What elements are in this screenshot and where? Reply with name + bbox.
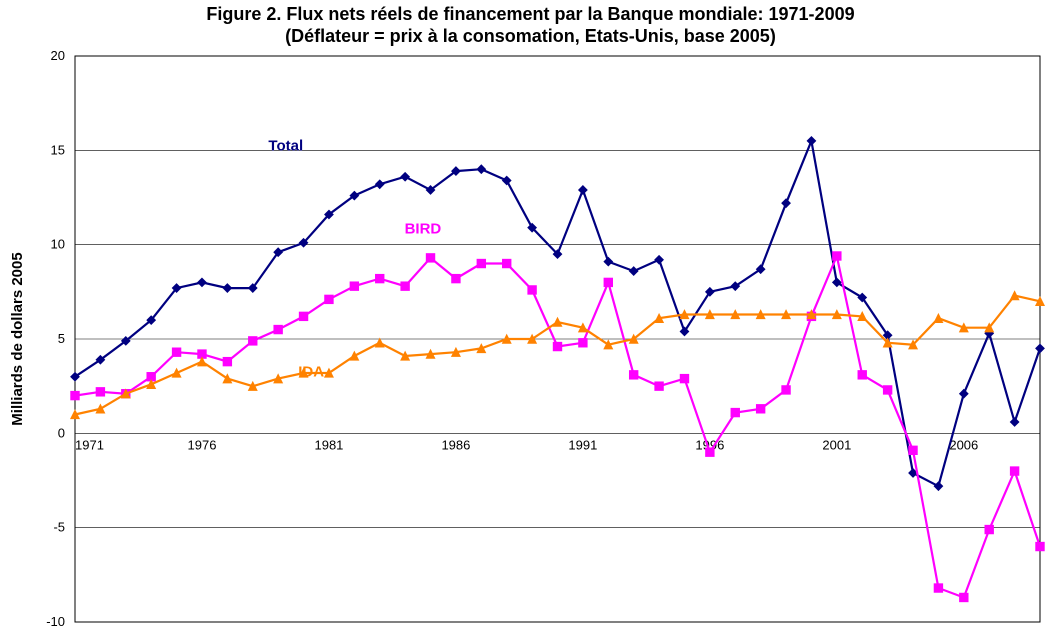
marker-square <box>833 252 841 260</box>
series-label-bird: BIRD <box>405 220 442 237</box>
series-label-total: Total <box>268 137 303 154</box>
x-tick-label: 1986 <box>441 437 470 452</box>
marker-square <box>756 405 764 413</box>
x-tick-label: 2001 <box>822 437 851 452</box>
marker-square <box>1036 542 1044 550</box>
marker-square <box>223 357 231 365</box>
marker-square <box>731 408 739 416</box>
marker-square <box>477 259 485 267</box>
x-tick-label: 1981 <box>314 437 343 452</box>
marker-square <box>985 525 993 533</box>
marker-square <box>604 278 612 286</box>
y-axis-label: Milliards de dollars 2005 <box>9 252 26 425</box>
y-tick-label: -10 <box>46 614 65 629</box>
marker-square <box>96 388 104 396</box>
x-tick-label: 2006 <box>949 437 978 452</box>
marker-square <box>528 286 536 294</box>
marker-square <box>325 295 333 303</box>
marker-square <box>680 374 688 382</box>
marker-square <box>553 342 561 350</box>
marker-square <box>655 382 663 390</box>
marker-square <box>376 274 384 282</box>
marker-square <box>274 325 282 333</box>
marker-square <box>350 282 358 290</box>
x-tick-label: 1976 <box>188 437 217 452</box>
marker-square <box>299 312 307 320</box>
chart-title-line2: (Déflateur = prix à la consomation, Etat… <box>285 26 776 46</box>
y-tick-label: 0 <box>58 425 65 440</box>
chart-svg: Figure 2. Flux nets réels de financement… <box>0 0 1061 633</box>
chart-container: Figure 2. Flux nets réels de financement… <box>0 0 1061 633</box>
marker-square <box>858 371 866 379</box>
marker-square <box>706 448 714 456</box>
y-tick-label: 10 <box>51 237 65 252</box>
marker-square <box>960 593 968 601</box>
x-tick-label: 1971 <box>75 437 104 452</box>
marker-square <box>579 339 587 347</box>
marker-square <box>1010 467 1018 475</box>
marker-square <box>71 391 79 399</box>
marker-square <box>452 274 460 282</box>
marker-square <box>426 254 434 262</box>
chart-title-line1: Figure 2. Flux nets réels de financement… <box>206 4 854 24</box>
marker-square <box>172 348 180 356</box>
series-label-ida: IDA <box>298 364 324 381</box>
marker-square <box>934 584 942 592</box>
marker-square <box>883 386 891 394</box>
chart-bg <box>0 0 1061 633</box>
marker-square <box>629 371 637 379</box>
x-tick-label: 1991 <box>568 437 597 452</box>
marker-square <box>249 337 257 345</box>
marker-square <box>782 386 790 394</box>
y-tick-label: 5 <box>58 331 65 346</box>
marker-square <box>503 259 511 267</box>
marker-square <box>401 282 409 290</box>
y-tick-label: 20 <box>51 48 65 63</box>
marker-square <box>909 446 917 454</box>
y-tick-label: -5 <box>53 520 65 535</box>
y-tick-label: 15 <box>51 142 65 157</box>
